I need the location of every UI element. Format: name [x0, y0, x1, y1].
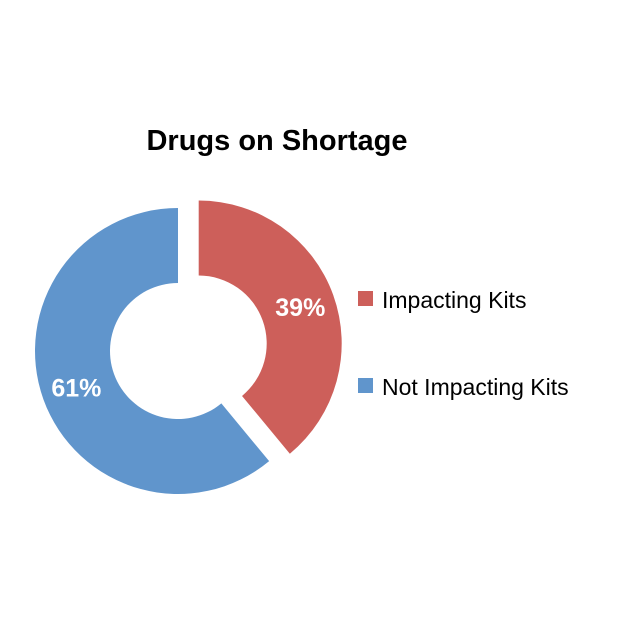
slice-label-not-impacting-kits: 61%: [51, 375, 101, 403]
chart-title: Drugs on Shortage: [146, 125, 407, 157]
legend-label-not-impacting-kits: Not Impacting Kits: [382, 374, 569, 400]
slice-label-impacting-kits: 39%: [275, 294, 325, 322]
legend-item-impacting-kits: Impacting Kits: [358, 287, 526, 313]
slice-labels: 39% 61%: [51, 294, 325, 403]
legend-item-not-impacting-kits: Not Impacting Kits: [358, 374, 569, 400]
slice-impacting-kits: [198, 200, 342, 454]
legend-swatch-impacting-kits: [358, 291, 373, 306]
slice-not-impacting-kits: [34, 208, 270, 495]
legend: Impacting Kits Not Impacting Kits: [358, 287, 569, 400]
legend-label-impacting-kits: Impacting Kits: [382, 287, 526, 313]
donut-slices: [34, 200, 342, 495]
legend-swatch-not-impacting-kits: [358, 378, 373, 393]
